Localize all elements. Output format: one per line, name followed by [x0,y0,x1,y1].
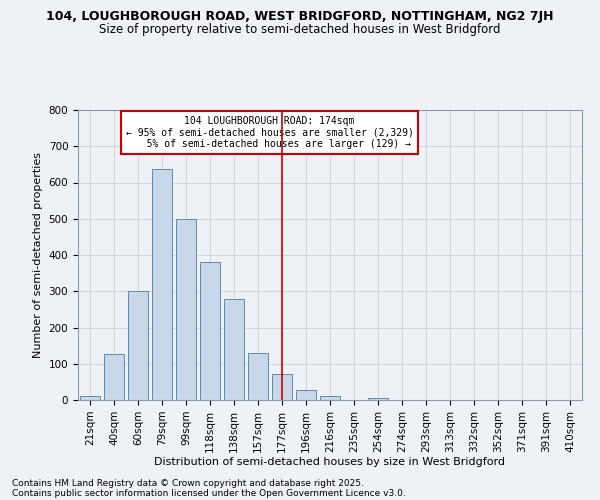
Bar [152,168,172,400]
Bar [104,354,124,400]
Bar [368,398,388,400]
Text: 104, LOUGHBOROUGH ROAD, WEST BRIDGFORD, NOTTINGHAM, NG2 7JH: 104, LOUGHBOROUGH ROAD, WEST BRIDGFORD, … [46,10,554,23]
Bar [128,290,148,400]
Bar [80,396,100,400]
Bar [320,396,340,400]
Bar [296,390,316,400]
Bar [200,262,220,400]
Bar [224,299,244,400]
Y-axis label: Number of semi-detached properties: Number of semi-detached properties [33,152,43,358]
Bar [272,374,292,400]
Text: Contains HM Land Registry data © Crown copyright and database right 2025.: Contains HM Land Registry data © Crown c… [12,478,364,488]
Text: Size of property relative to semi-detached houses in West Bridgford: Size of property relative to semi-detach… [99,22,501,36]
Text: 104 LOUGHBOROUGH ROAD: 174sqm
← 95% of semi-detached houses are smaller (2,329)
: 104 LOUGHBOROUGH ROAD: 174sqm ← 95% of s… [125,116,413,149]
X-axis label: Distribution of semi-detached houses by size in West Bridgford: Distribution of semi-detached houses by … [155,458,505,468]
Text: Contains public sector information licensed under the Open Government Licence v3: Contains public sector information licen… [12,488,406,498]
Bar [176,219,196,400]
Bar [248,353,268,400]
